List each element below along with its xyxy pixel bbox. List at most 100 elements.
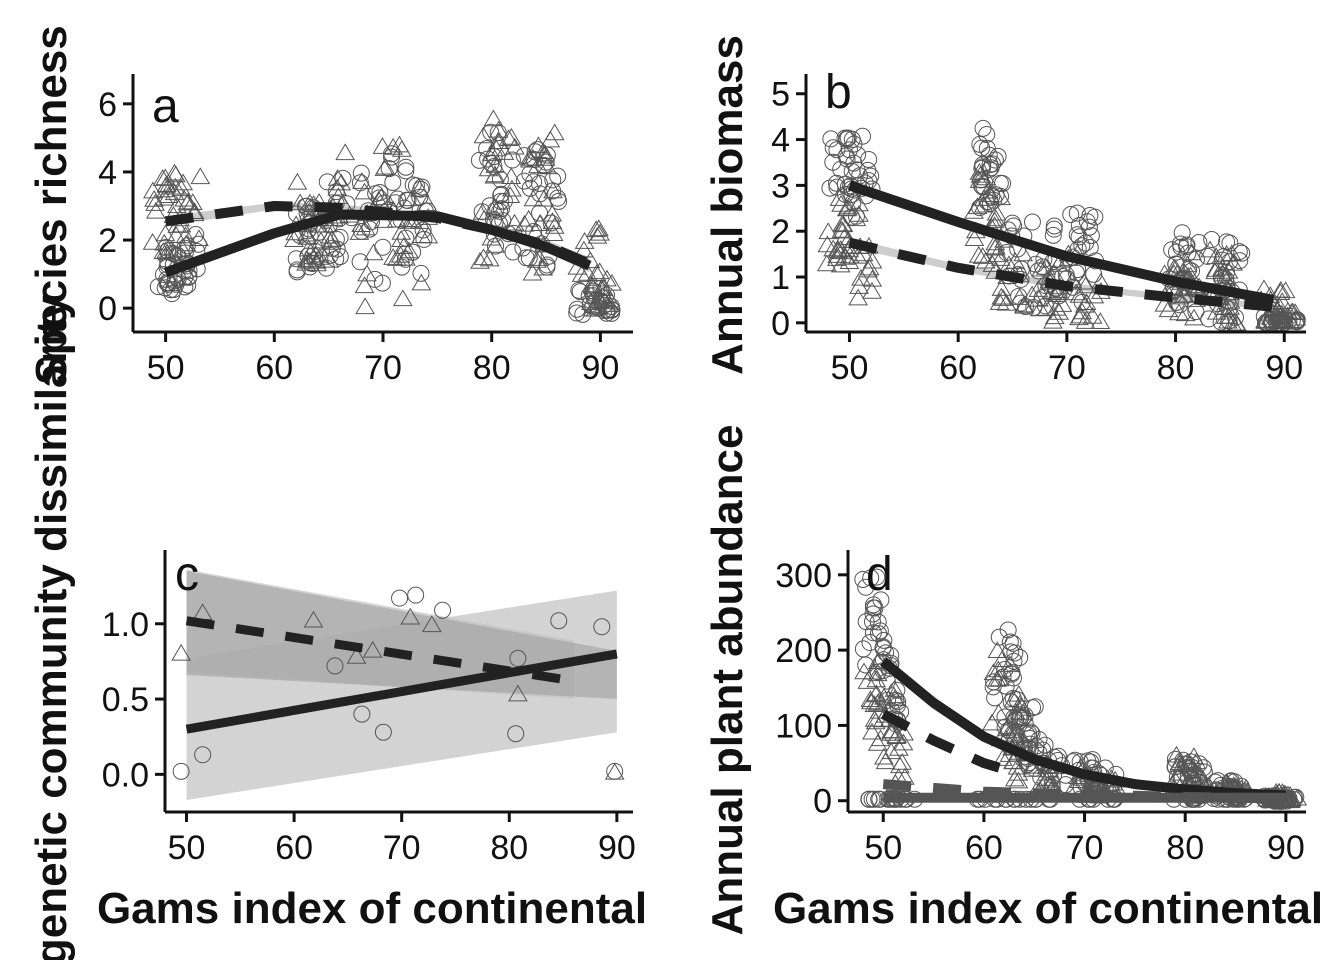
- triangle-point-b: [986, 209, 1006, 227]
- circle-point-a: [487, 201, 505, 219]
- triangle-point-a: [391, 230, 411, 247]
- circle-point-b: [847, 207, 865, 225]
- triangle-point-d: [988, 703, 1009, 721]
- triangle-point-b: [848, 246, 868, 264]
- triangle-point-a: [504, 137, 525, 155]
- circle-point-a: [585, 282, 603, 300]
- triangle-point-a: [156, 175, 177, 193]
- circle-point-a: [384, 173, 402, 191]
- triangle-point-b: [862, 269, 883, 287]
- x-tick-label-c: 70: [383, 829, 421, 867]
- triangle-point-a: [174, 189, 195, 207]
- triangle-point-b: [968, 245, 989, 263]
- triangle-point-b: [1066, 283, 1087, 301]
- circle-point-a: [371, 184, 389, 202]
- circle-point-d: [984, 678, 1002, 696]
- triangle-point-b: [1084, 286, 1105, 304]
- ylabel-a: Species richness: [27, 25, 76, 385]
- triangle-point-a: [514, 214, 535, 232]
- circle-point-a: [489, 124, 507, 142]
- circle-point-d: [864, 624, 882, 642]
- xlabel-right: Gams index of continental: [773, 884, 1323, 933]
- circle-point-c: [172, 762, 190, 780]
- circle-point-a: [328, 240, 346, 258]
- triangle-point-a: [602, 273, 622, 291]
- circle-point-d: [874, 639, 892, 657]
- circle-point-a: [486, 237, 504, 255]
- fit-line-a-1: [164, 201, 592, 269]
- triangle-point-a: [574, 232, 595, 249]
- circle-point-d: [1016, 707, 1034, 725]
- panel-label-b: b: [825, 66, 852, 119]
- circle-point-b: [1067, 264, 1085, 282]
- circle-point-a: [397, 162, 415, 180]
- circle-point-b: [1016, 297, 1034, 315]
- ylabel-d: Annual plant abundance: [703, 425, 752, 936]
- triangle-point-d: [865, 712, 886, 730]
- circle-point-b: [1190, 233, 1208, 251]
- circle-point-a: [581, 295, 599, 313]
- circle-point-a: [396, 250, 414, 268]
- circle-point-c: [353, 705, 371, 723]
- triangle-point-b: [851, 268, 871, 286]
- circle-point-a: [517, 249, 535, 267]
- circle-point-a: [482, 123, 500, 141]
- triangle-point-d: [992, 749, 1013, 766]
- fit-line-d-1: [880, 709, 1006, 774]
- circle-point-a: [189, 235, 207, 253]
- circle-point-b: [1200, 310, 1218, 328]
- triangle-point-a: [391, 222, 412, 240]
- xlabel-left: Gams index of continental: [97, 884, 647, 933]
- x-tick-label-d: 50: [864, 829, 902, 867]
- fit-line-b-0: [847, 180, 1275, 305]
- circle-point-a: [580, 287, 598, 305]
- triangle-point-a: [530, 214, 551, 231]
- circle-point-b: [978, 139, 996, 157]
- circle-point-a: [492, 200, 510, 218]
- triangle-point-a: [327, 169, 348, 186]
- circle-point-a: [393, 258, 411, 276]
- circle-point-d: [990, 628, 1008, 646]
- triangle-point-a: [319, 250, 340, 268]
- y-tick-label-b: 4: [771, 122, 790, 160]
- circle-point-a: [411, 188, 429, 206]
- circle-point-b: [1045, 217, 1063, 235]
- triangle-point-b: [1069, 308, 1089, 326]
- triangle-point-b: [1090, 312, 1111, 330]
- triangle-point-b: [987, 245, 1007, 263]
- triangle-point-a: [586, 220, 606, 238]
- circle-point-b: [997, 244, 1015, 262]
- circle-point-b: [1033, 289, 1051, 307]
- circle-point-c: [550, 612, 568, 630]
- circle-point-a: [373, 274, 391, 292]
- triangle-point-d: [982, 713, 1002, 731]
- fit-line-c-0: [185, 649, 618, 734]
- triangle-point-a: [331, 173, 352, 191]
- circle-point-b: [1010, 287, 1028, 305]
- circle-point-a: [187, 226, 205, 244]
- circle-point-b: [1230, 243, 1248, 261]
- circle-point-b: [844, 194, 862, 212]
- triangle-point-b: [964, 201, 984, 219]
- circle-point-b: [1183, 262, 1201, 280]
- circle-point-d: [1166, 750, 1184, 768]
- y-tick-label-a: 4: [98, 154, 117, 192]
- circle-point-a: [327, 183, 345, 201]
- axes-layer: 50 60 70 80 90 0 2 4 6 50 60 70 80 90 0 1 2 3 4 5 50 60 70 80 90…: [98, 74, 1306, 867]
- triangle-point-a: [523, 189, 544, 207]
- circle-point-b: [1078, 213, 1096, 231]
- triangle-point-c: [346, 646, 367, 664]
- circle-point-a: [370, 189, 388, 207]
- circle-point-a: [592, 292, 610, 310]
- circle-point-d: [1001, 633, 1019, 651]
- circle-point-d: [864, 596, 882, 614]
- circle-point-b: [1070, 228, 1088, 246]
- circle-point-a: [544, 171, 562, 189]
- circle-point-b: [973, 177, 991, 195]
- triangle-point-d: [881, 742, 902, 760]
- triangle-point-a: [166, 226, 187, 243]
- triangle-point-b: [832, 221, 853, 239]
- x-tick-label-c: 80: [490, 829, 528, 867]
- triangle-point-a: [501, 167, 522, 185]
- circle-point-c: [326, 657, 344, 675]
